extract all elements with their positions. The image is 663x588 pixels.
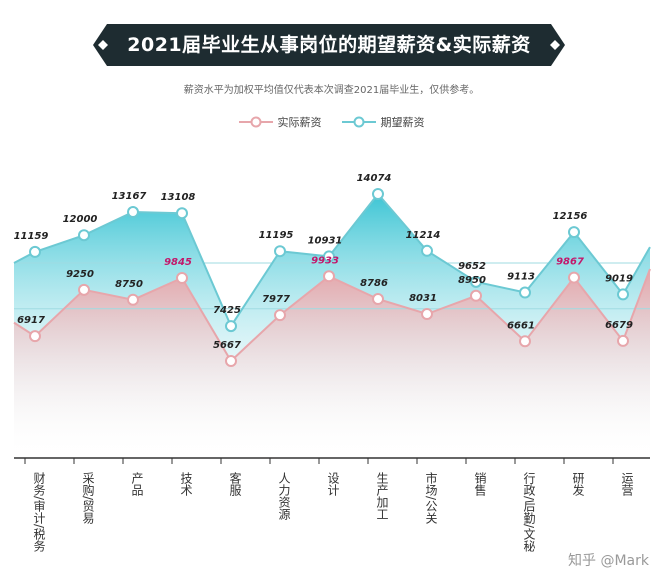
point-expected	[421, 244, 433, 257]
label-expected: 11214	[406, 230, 441, 241]
label-expected: 12000	[63, 214, 98, 225]
label-expected: 11195	[259, 230, 294, 241]
category-label: 产品	[130, 472, 144, 496]
category-label: 设计	[326, 472, 340, 496]
label-expected: 7425	[213, 305, 241, 316]
label-actual: 7977	[262, 294, 290, 305]
category-label: 人力资源	[277, 472, 291, 521]
line-layer	[13, 188, 651, 367]
category-label: 技术	[179, 472, 193, 496]
legend-item-expected: 期望薪资	[341, 114, 425, 130]
point-actual	[568, 271, 580, 284]
label-actual: 6917	[17, 315, 45, 326]
point-expected	[372, 188, 384, 200]
legend: 实际薪资 期望薪资	[0, 114, 663, 130]
label-actual: 9845	[164, 257, 192, 268]
category-label: 销售	[473, 472, 487, 496]
legend-label-expected: 期望薪资	[380, 116, 425, 129]
point-actual	[372, 293, 384, 306]
point-expected	[323, 250, 335, 263]
category-label: 采购/贸易	[81, 472, 95, 525]
category-label: 运营	[620, 472, 634, 497]
legend-item-actual: 实际薪资	[238, 114, 322, 130]
legend-label-actual: 实际薪资	[277, 116, 322, 129]
category-label: 财务/审计/税务	[32, 472, 46, 553]
point-actual	[127, 293, 139, 306]
title-banner: 2021届毕业生从事岗位的期望薪资&实际薪资	[93, 24, 565, 66]
point-expected	[568, 226, 580, 239]
point-actual	[29, 330, 41, 343]
label-actual: 9933	[311, 255, 339, 266]
label-actual: 6679	[605, 320, 633, 331]
chart-title: 2021届毕业生从事岗位的期望薪资&实际薪资	[127, 34, 531, 56]
label-actual: 5667	[213, 340, 241, 351]
category-layer: 财务/审计/税务 采购/贸易 产品 技术 客服 人力资源 设计 生产加工 市场/公关 销售 行政/后…	[24, 458, 634, 553]
area-layer	[14, 194, 650, 458]
point-actual	[78, 283, 90, 296]
point-expected	[176, 207, 188, 220]
label-actual: 6661	[507, 320, 535, 331]
label-layer: 11159 12000 13167 13108 7425 11195 10931 14074 1…	[14, 173, 633, 351]
label-expected: 11159	[14, 231, 49, 242]
point-actual	[274, 309, 286, 322]
point-expected	[617, 288, 629, 301]
point-actual	[421, 308, 433, 321]
category-label: 市场/公关	[424, 471, 438, 524]
area-actual	[14, 269, 650, 458]
label-expected: 9652	[458, 261, 486, 272]
chart-subtitle: 薪资水平为加权平均值仅代表本次调查2021届毕业生，仅供参考。	[183, 85, 480, 96]
point-expected	[225, 320, 237, 333]
label-expected: 13108	[161, 192, 196, 203]
watermark: 知乎 @Mark	[568, 553, 649, 569]
label-expected: 10931	[308, 235, 343, 246]
label-expected: 12156	[553, 211, 588, 222]
banner-background	[93, 24, 565, 66]
banner-right-diamond	[550, 40, 560, 50]
label-actual: 8031	[409, 293, 437, 304]
label-expected: 9019	[605, 273, 633, 284]
point-actual	[470, 289, 482, 302]
point-expected	[470, 275, 482, 288]
category-label: 研发	[571, 472, 585, 496]
label-actual: 8950	[458, 275, 486, 286]
point-expected	[78, 229, 90, 242]
category-label: 行政/后勤/文秘	[522, 472, 536, 553]
point-expected	[519, 286, 531, 299]
banner-left-diamond	[98, 40, 108, 50]
point-expected	[29, 245, 41, 258]
point-actual	[323, 270, 335, 283]
legend-swatch-actual	[238, 116, 273, 128]
legend-swatch-expected	[341, 116, 376, 128]
label-expected: 14074	[357, 173, 392, 184]
point-actual	[617, 334, 629, 347]
label-actual: 9867	[556, 257, 584, 268]
category-label: 生产加工	[375, 472, 389, 520]
point-expected	[274, 245, 286, 258]
point-actual	[176, 272, 188, 285]
label-actual: 8786	[360, 278, 388, 289]
label-actual: 9250	[66, 269, 94, 280]
point-expected	[127, 206, 139, 219]
point-actual	[519, 335, 531, 348]
category-label: 客服	[228, 471, 242, 497]
label-actual: 8750	[115, 279, 143, 290]
label-expected: 13167	[112, 191, 147, 202]
point-actual	[225, 355, 237, 367]
label-expected: 9113	[507, 272, 535, 283]
